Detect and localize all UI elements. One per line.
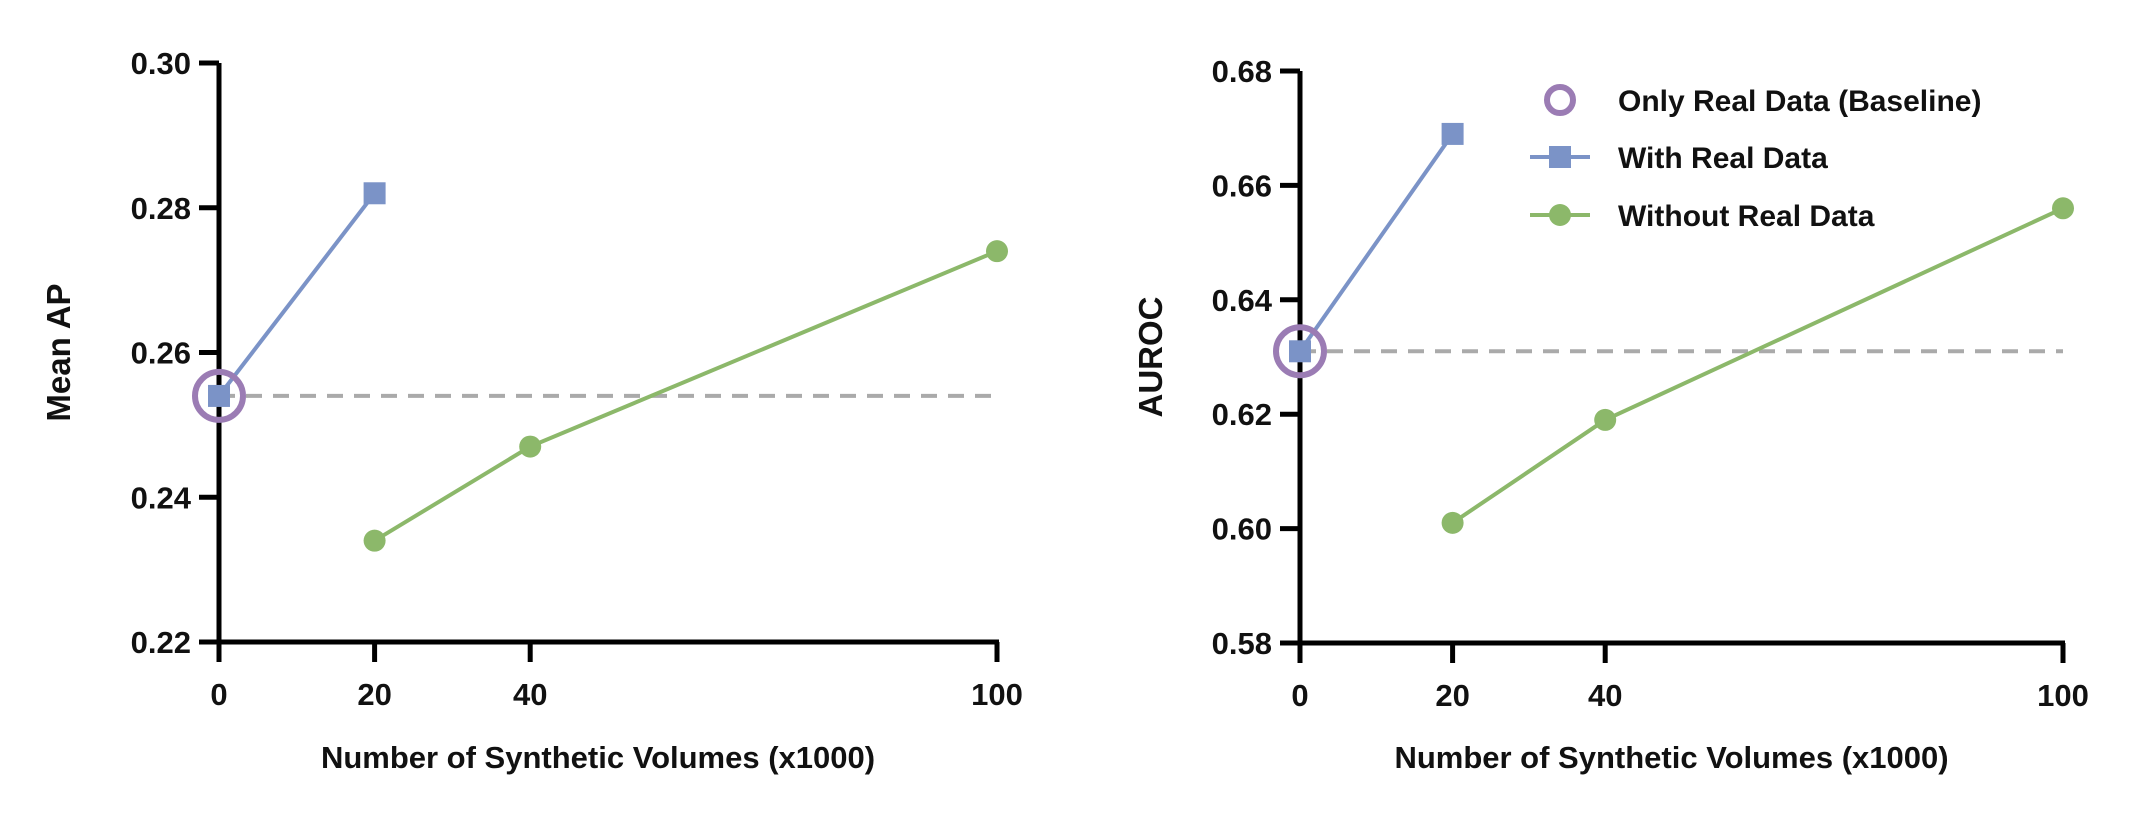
legend-baseline-icon (1544, 84, 1576, 116)
y-tick-label: 0.30 (131, 46, 191, 81)
legend-label: Only Real Data (Baseline) (1618, 85, 1981, 118)
baseline-marker (192, 368, 246, 423)
square-marker (1289, 340, 1311, 363)
circle-marker (363, 529, 386, 552)
x-tick-label: 20 (357, 677, 391, 712)
y-tick-label: 0.66 (1212, 168, 1272, 203)
x-tick-label: 0 (1291, 678, 1308, 713)
circle-marker (2052, 197, 2074, 220)
chart-1: 0.22 0.24 0.26 0.28 0.30 0 20 40 100 Number of Sy… (40, 46, 1023, 775)
x-tick-label: 0 (210, 677, 227, 712)
x-axis-label: Number of Synthetic Volumes (x1000) (321, 740, 875, 775)
x-axis-label: Number of Synthetic Volumes (x1000) (1394, 740, 1948, 775)
circle-marker (986, 240, 1008, 263)
legend-label: With Real Data (1618, 142, 1828, 175)
x-tick-label: 40 (513, 677, 547, 712)
square-marker (208, 384, 230, 407)
y-tick-label: 0.26 (131, 336, 191, 371)
y-tick-label: 0.68 (1212, 54, 1272, 89)
x-tick-label: 40 (1588, 678, 1622, 713)
baseline-marker (1273, 324, 1327, 379)
y-tick-label: 0.60 (1212, 512, 1272, 547)
circle-marker (1594, 408, 1617, 431)
legend-label: Without Real Data (1618, 200, 1875, 233)
y-tick-label: 0.62 (1212, 397, 1272, 432)
x-tick-label: 20 (1435, 678, 1469, 713)
square-marker (363, 182, 386, 205)
x-tick-label: 100 (971, 677, 1023, 712)
square-marker (1441, 122, 1464, 145)
x-tick-label: 100 (2037, 678, 2089, 713)
y-tick-label: 0.58 (1212, 626, 1272, 661)
y-axis-label: Mean AP (40, 283, 77, 421)
legend-circle-icon (1549, 204, 1571, 226)
circle-marker (519, 435, 542, 458)
y-tick-label: 0.64 (1212, 283, 1273, 318)
chart-2: 0.58 0.60 0.62 0.64 0.66 0.68 0 20 40 100 Number o… (1132, 54, 2089, 775)
y-tick-label: 0.24 (131, 480, 192, 515)
y-axis-label: AUROC (1132, 297, 1169, 418)
series-line-1 (217, 192, 377, 398)
legend: Only Real Data (Baseline) With Real Data W… (1530, 84, 1981, 233)
legend-square-icon (1549, 146, 1571, 168)
series-line-2 (1451, 206, 2064, 525)
series-line-1 (1298, 132, 1455, 353)
circle-marker (1441, 511, 1464, 534)
y-tick-label: 0.28 (131, 191, 191, 226)
y-tick-label: 0.22 (131, 625, 191, 660)
